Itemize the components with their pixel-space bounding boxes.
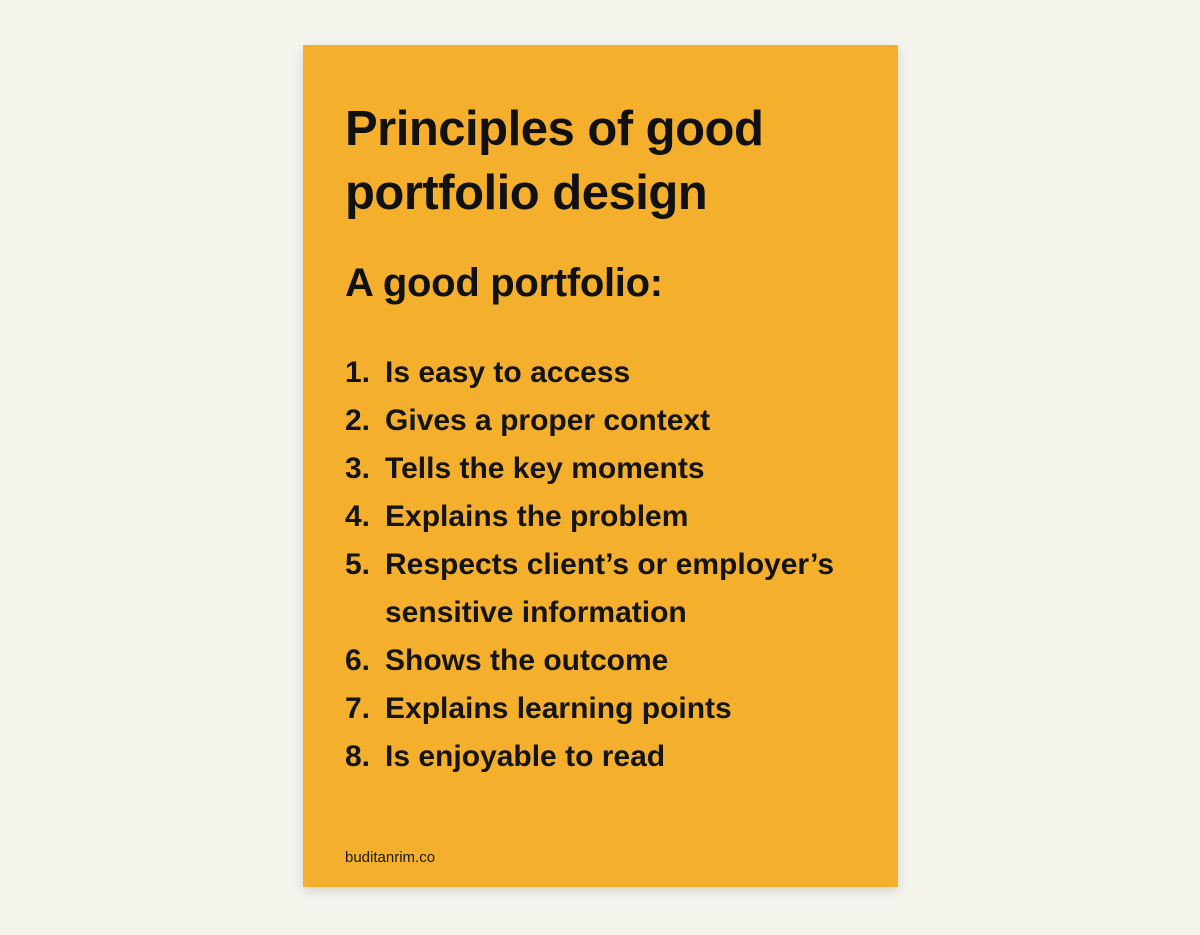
list-item-number: 3. bbox=[345, 452, 371, 485]
list-item-number: 4. bbox=[345, 500, 371, 533]
list-item: 4. Explains the problem bbox=[345, 493, 885, 541]
list-item-number: 2. bbox=[345, 404, 371, 437]
list-item: 8. Is enjoyable to read bbox=[345, 733, 885, 781]
list-item-number: 7. bbox=[345, 692, 371, 725]
list-item: 7. Explains learning points bbox=[345, 685, 885, 733]
list-item-text: Tells the key moments bbox=[385, 452, 705, 485]
card-title: Principles of good portfolio design bbox=[345, 102, 764, 220]
list-item-text: Explains learning points bbox=[385, 692, 732, 725]
list-item: 5. Respects client’s or employer’s sensi… bbox=[345, 541, 885, 637]
principles-list: 1. Is easy to access 2. Gives a proper c… bbox=[345, 349, 885, 781]
card-subtitle: A good portfolio: bbox=[345, 261, 663, 305]
list-item-number: 1. bbox=[345, 356, 371, 389]
list-item-text: Is easy to access bbox=[385, 356, 631, 389]
list-item-number: 6. bbox=[345, 644, 371, 677]
footer-website: buditanrim.co bbox=[345, 849, 436, 866]
portfolio-principles-card: Principles of good portfolio design A go… bbox=[303, 45, 898, 887]
list-item: 1. Is easy to access bbox=[345, 349, 885, 397]
list-item: 6. Shows the outcome bbox=[345, 637, 885, 685]
list-item-number: 5. bbox=[345, 548, 371, 581]
list-item: 2. Gives a proper context bbox=[345, 397, 885, 445]
list-item-number: 8. bbox=[345, 740, 371, 773]
list-item-text: Respects client’s or employer’s sensitiv… bbox=[385, 548, 835, 629]
list-item-text: Explains the problem bbox=[385, 500, 689, 533]
list-item-text: Is enjoyable to read bbox=[385, 740, 666, 773]
list-item: 3. Tells the key moments bbox=[345, 445, 885, 493]
list-item-text: Shows the outcome bbox=[385, 644, 669, 677]
list-item-text: Gives a proper context bbox=[385, 404, 711, 437]
